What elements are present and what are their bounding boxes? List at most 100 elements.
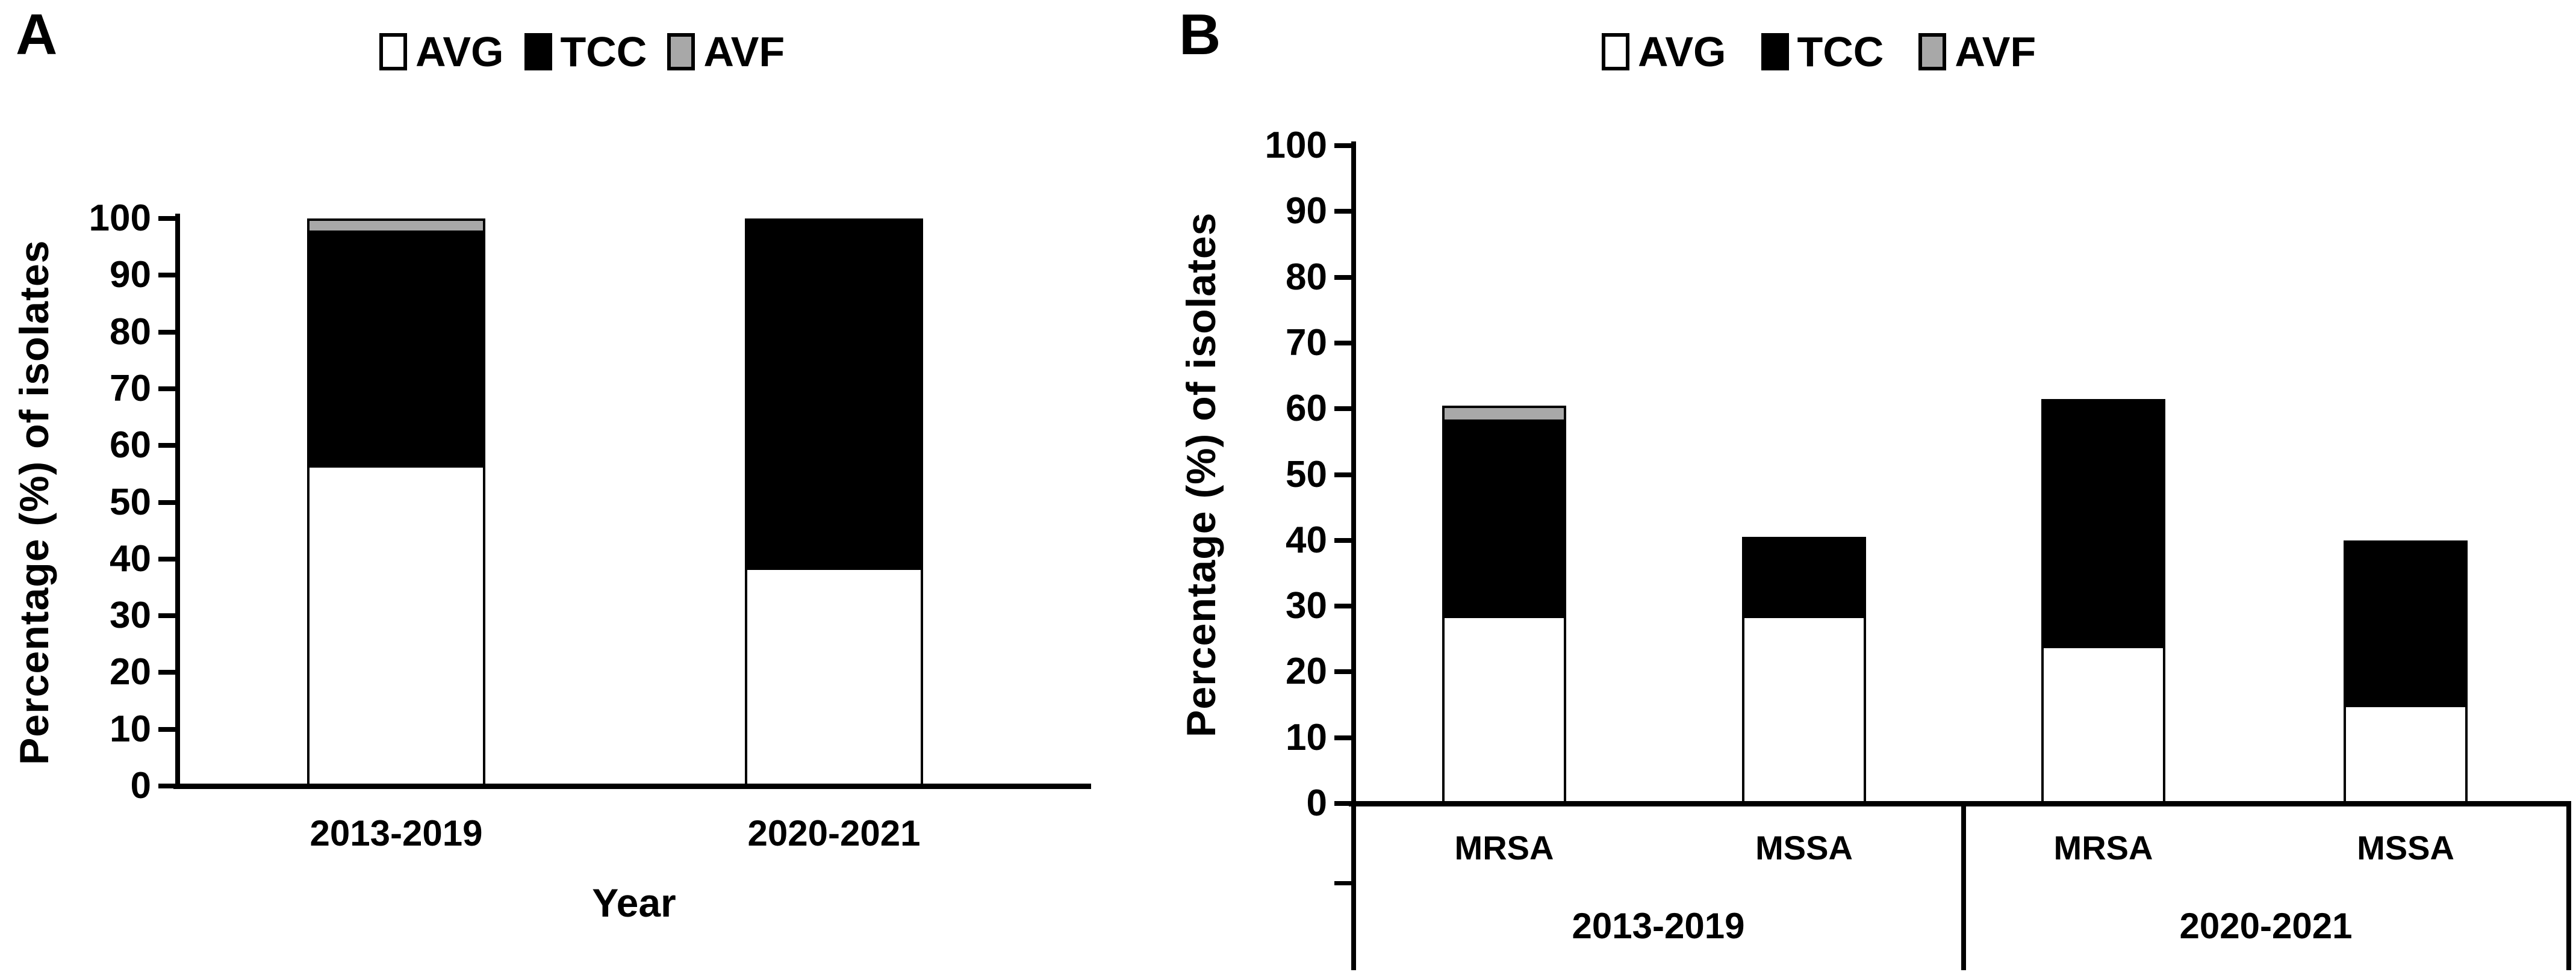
panel-a-label: A xyxy=(16,2,58,67)
y-tick-label-60: 60 xyxy=(110,424,151,466)
bar-segment-avg-1 xyxy=(1742,616,1866,803)
group-divider-0 xyxy=(1351,803,1356,970)
y-tick-10 xyxy=(1334,735,1351,740)
y-tick-20 xyxy=(158,670,175,675)
bar-segment-tcc-1 xyxy=(745,218,923,568)
y-tick-label-90: 90 xyxy=(1286,190,1327,232)
y-tick-label-0: 0 xyxy=(1306,782,1327,824)
bar-segment-tcc-1 xyxy=(1742,537,1866,616)
y-tick-label-30: 30 xyxy=(1286,585,1327,627)
legend-item-avg: AVG xyxy=(379,31,504,73)
panel-b-y-axis-title: Percentage (%) of isolates xyxy=(1178,212,1224,737)
avg-swatch xyxy=(1602,33,1629,70)
bar-segment-avg-0 xyxy=(307,465,485,786)
tcc-swatch xyxy=(524,33,552,70)
bar-segment-avg-2 xyxy=(2041,645,2165,803)
y-tick-40 xyxy=(1334,537,1351,543)
x-axis-line xyxy=(1349,801,2571,806)
y-tick-50 xyxy=(158,500,175,505)
category-label-1: 2020-2021 xyxy=(747,813,921,853)
panel-a-y-axis-title: Percentage (%) of isolates xyxy=(11,240,57,765)
y-tick-100 xyxy=(158,216,175,221)
category-label-3: MSSA xyxy=(2357,829,2454,867)
y-tick-label-50: 50 xyxy=(1286,453,1327,495)
category-label-2: MRSA xyxy=(2053,829,2153,867)
bar-segment-tcc-0 xyxy=(1442,422,1566,616)
y-tick-30 xyxy=(158,613,175,619)
legend-label-tcc: TCC xyxy=(1797,28,1884,75)
level-tick xyxy=(1334,881,1351,885)
y-tick-label-100: 100 xyxy=(1265,125,1327,166)
bar-segment-avg-0 xyxy=(1442,616,1566,803)
legend-item-avf: AVF xyxy=(1918,31,2036,73)
y-tick-label-10: 10 xyxy=(110,708,151,750)
panel-a-x-axis-title: Year xyxy=(592,881,676,925)
avg-swatch xyxy=(379,33,407,70)
category-label-0: MRSA xyxy=(1454,829,1554,867)
y-tick-label-60: 60 xyxy=(1286,388,1327,430)
y-tick-40 xyxy=(158,556,175,562)
y-tick-label-80: 80 xyxy=(110,311,151,353)
y-tick-label-20: 20 xyxy=(110,651,151,693)
y-tick-70 xyxy=(158,386,175,391)
bar-segment-avg-1 xyxy=(745,567,923,786)
y-tick-label-70: 70 xyxy=(110,367,151,409)
legend-label-avf: AVF xyxy=(1955,28,2036,75)
y-tick-label-30: 30 xyxy=(110,595,151,637)
category-label-0: 2013-2019 xyxy=(310,813,483,853)
y-tick-label-100: 100 xyxy=(89,197,151,239)
legend-label-tcc: TCC xyxy=(560,28,647,75)
y-tick-label-0: 0 xyxy=(130,765,151,806)
y-tick-100 xyxy=(1334,143,1351,148)
y-tick-0 xyxy=(1334,801,1351,806)
legend-label-avf: AVF xyxy=(703,28,785,75)
y-tick-80 xyxy=(1334,274,1351,280)
group-label-0: 2013-2019 xyxy=(1572,906,1745,946)
y-tick-60 xyxy=(1334,406,1351,412)
y-tick-70 xyxy=(1334,340,1351,345)
y-tick-30 xyxy=(1334,604,1351,609)
bar-segment-tcc-3 xyxy=(2344,540,2468,705)
y-tick-20 xyxy=(1334,669,1351,675)
legend-item-avg: AVG xyxy=(1602,31,1726,73)
y-tick-label-70: 70 xyxy=(1286,321,1327,364)
y-tick-90 xyxy=(1334,209,1351,214)
category-label-1: MSSA xyxy=(1755,829,1853,867)
bar-segment-tcc-2 xyxy=(2041,398,2165,646)
y-tick-0 xyxy=(158,784,175,788)
group-divider-1 xyxy=(1961,803,1966,970)
bar-segment-tcc-0 xyxy=(307,232,485,466)
avf-swatch xyxy=(667,33,695,70)
bar-segment-avf-0 xyxy=(1442,405,1566,422)
y-tick-60 xyxy=(158,443,175,448)
legend-item-tcc: TCC xyxy=(1761,31,1884,73)
legend-item-avf: AVF xyxy=(667,31,785,73)
bar-segment-avf-0 xyxy=(307,218,485,233)
tcc-swatch xyxy=(1761,33,1789,70)
y-tick-label-40: 40 xyxy=(1286,519,1327,561)
y-tick-label-50: 50 xyxy=(110,481,151,523)
legend-label-avg: AVG xyxy=(1638,28,1726,75)
avf-swatch xyxy=(1918,33,1947,70)
y-tick-label-10: 10 xyxy=(1286,716,1327,758)
y-axis-line xyxy=(175,214,180,789)
bar-segment-avg-3 xyxy=(2344,705,2468,803)
y-axis-line xyxy=(1351,141,1356,970)
y-tick-10 xyxy=(158,726,175,732)
y-tick-label-40: 40 xyxy=(110,537,151,580)
y-tick-label-90: 90 xyxy=(110,254,151,296)
y-tick-90 xyxy=(158,273,175,278)
group-label-1: 2020-2021 xyxy=(2179,906,2353,946)
legend-label-avg: AVG xyxy=(415,28,504,75)
x-axis-line xyxy=(173,784,1091,789)
group-divider-2 xyxy=(2566,803,2571,970)
panel-b-label: B xyxy=(1179,2,1221,67)
panel-a-legend: AVG TCC AVF xyxy=(379,26,785,77)
panel-b-legend: AVG TCC AVF xyxy=(1602,26,2036,77)
y-tick-80 xyxy=(158,329,175,335)
y-tick-50 xyxy=(1334,472,1351,477)
y-tick-label-20: 20 xyxy=(1286,651,1327,693)
legend-item-tcc: TCC xyxy=(524,31,647,73)
y-tick-label-80: 80 xyxy=(1286,256,1327,298)
